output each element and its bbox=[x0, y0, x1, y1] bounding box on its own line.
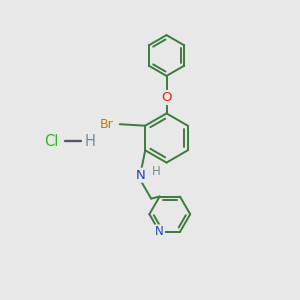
Text: O: O bbox=[161, 91, 172, 104]
Text: N: N bbox=[155, 225, 164, 239]
Text: Br: Br bbox=[99, 118, 113, 131]
Text: H: H bbox=[152, 165, 161, 178]
Text: N: N bbox=[136, 169, 146, 182]
Text: H: H bbox=[85, 134, 95, 148]
Text: Cl: Cl bbox=[44, 134, 58, 148]
